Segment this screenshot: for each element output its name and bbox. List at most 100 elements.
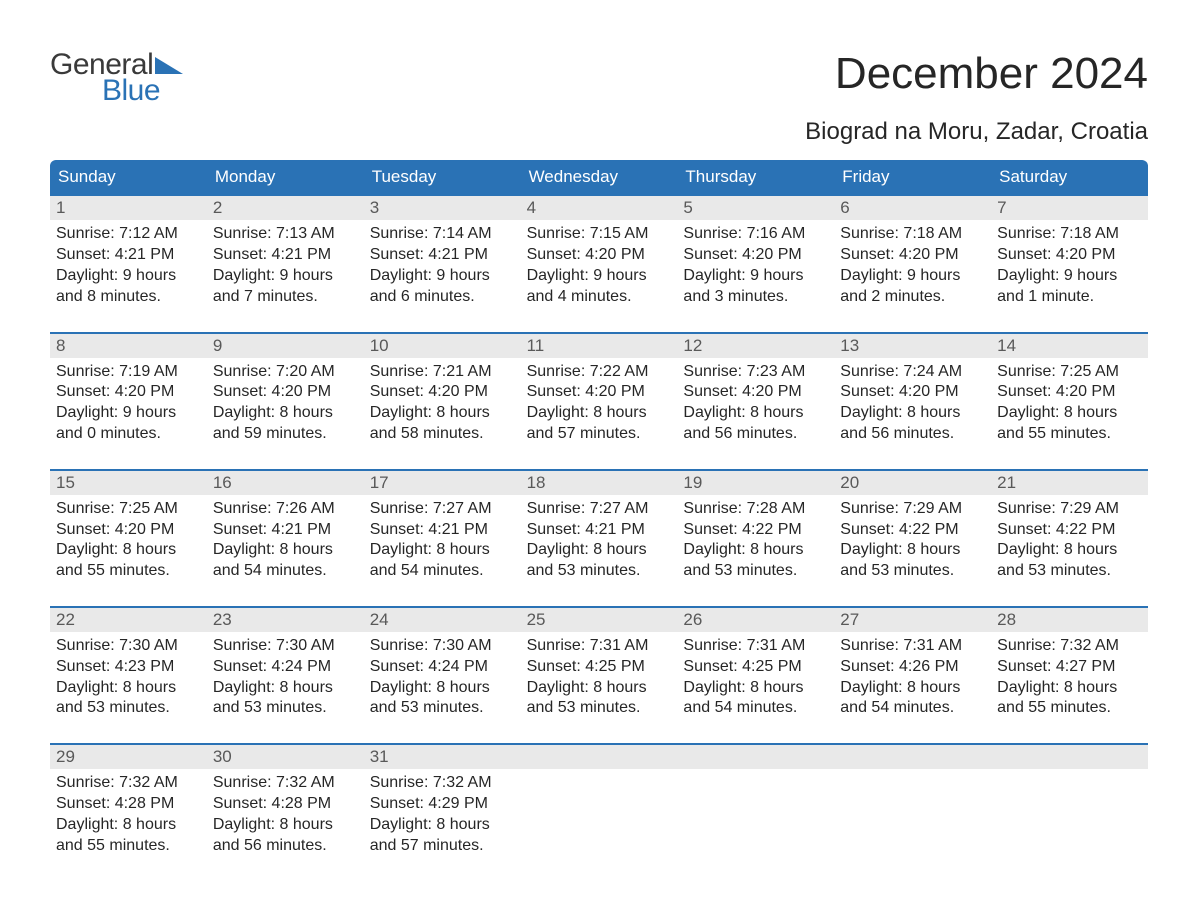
daylight-line2: and 57 minutes. [370, 836, 515, 857]
daylight-line2: and 3 minutes. [683, 287, 828, 308]
daylight-line2: and 53 minutes. [683, 561, 828, 582]
day-number: 27 [834, 608, 991, 632]
daylight-line1: Daylight: 8 hours [527, 540, 672, 561]
daylight-line1: Daylight: 8 hours [527, 678, 672, 699]
sunrise-line: Sunrise: 7:18 AM [997, 224, 1142, 245]
header: General Blue December 2024 Biograd na Mo… [50, 50, 1148, 146]
daylight-line1: Daylight: 9 hours [370, 266, 515, 287]
daylight-line1: Daylight: 8 hours [683, 403, 828, 424]
day-number: 11 [521, 334, 678, 358]
day-cell: Sunrise: 7:25 AMSunset: 4:20 PMDaylight:… [991, 358, 1148, 445]
sunrise-line: Sunrise: 7:24 AM [840, 362, 985, 383]
weekday-monday: Monday [207, 160, 364, 194]
daylight-line1: Daylight: 8 hours [997, 403, 1142, 424]
daylight-line2: and 53 minutes. [527, 561, 672, 582]
day-number: 18 [521, 471, 678, 495]
sunset-line: Sunset: 4:20 PM [527, 245, 672, 266]
day-cell: Sunrise: 7:13 AMSunset: 4:21 PMDaylight:… [207, 220, 364, 307]
week-row: 293031Sunrise: 7:32 AMSunset: 4:28 PMDay… [50, 743, 1148, 856]
day-cell: Sunrise: 7:24 AMSunset: 4:20 PMDaylight:… [834, 358, 991, 445]
sunrise-line: Sunrise: 7:28 AM [683, 499, 828, 520]
daylight-line1: Daylight: 9 hours [213, 266, 358, 287]
day-number: 15 [50, 471, 207, 495]
sunset-line: Sunset: 4:20 PM [683, 245, 828, 266]
sunset-line: Sunset: 4:23 PM [56, 657, 201, 678]
day-cell: Sunrise: 7:26 AMSunset: 4:21 PMDaylight:… [207, 495, 364, 582]
day-cell: Sunrise: 7:15 AMSunset: 4:20 PMDaylight:… [521, 220, 678, 307]
weekday-tuesday: Tuesday [364, 160, 521, 194]
sunset-line: Sunset: 4:25 PM [527, 657, 672, 678]
daylight-line2: and 4 minutes. [527, 287, 672, 308]
day-cell: Sunrise: 7:32 AMSunset: 4:28 PMDaylight:… [207, 769, 364, 856]
sunset-line: Sunset: 4:20 PM [213, 382, 358, 403]
daylight-line1: Daylight: 8 hours [370, 403, 515, 424]
sunset-line: Sunset: 4:22 PM [997, 520, 1142, 541]
day-cell: Sunrise: 7:19 AMSunset: 4:20 PMDaylight:… [50, 358, 207, 445]
daylight-line1: Daylight: 9 hours [997, 266, 1142, 287]
day-number: 26 [677, 608, 834, 632]
sunrise-line: Sunrise: 7:22 AM [527, 362, 672, 383]
day-number: 16 [207, 471, 364, 495]
day-cell: Sunrise: 7:32 AMSunset: 4:28 PMDaylight:… [50, 769, 207, 856]
sunset-line: Sunset: 4:22 PM [683, 520, 828, 541]
daylight-line1: Daylight: 8 hours [56, 678, 201, 699]
daylight-line2: and 6 minutes. [370, 287, 515, 308]
sunrise-line: Sunrise: 7:16 AM [683, 224, 828, 245]
day-cell: Sunrise: 7:18 AMSunset: 4:20 PMDaylight:… [991, 220, 1148, 307]
sunset-line: Sunset: 4:25 PM [683, 657, 828, 678]
daylight-line1: Daylight: 8 hours [840, 540, 985, 561]
sunrise-line: Sunrise: 7:25 AM [56, 499, 201, 520]
daylight-line1: Daylight: 8 hours [213, 678, 358, 699]
day-number: 6 [834, 196, 991, 220]
sunset-line: Sunset: 4:20 PM [527, 382, 672, 403]
weekday-wednesday: Wednesday [521, 160, 678, 194]
day-cell [834, 769, 991, 856]
logo-text-blue: Blue [102, 76, 183, 106]
daylight-line2: and 53 minutes. [840, 561, 985, 582]
day-number: 21 [991, 471, 1148, 495]
sunrise-line: Sunrise: 7:27 AM [527, 499, 672, 520]
daylight-line2: and 57 minutes. [527, 424, 672, 445]
daylight-line1: Daylight: 8 hours [527, 403, 672, 424]
sunrise-line: Sunrise: 7:31 AM [527, 636, 672, 657]
day-number: 3 [364, 196, 521, 220]
sunset-line: Sunset: 4:21 PM [527, 520, 672, 541]
sunrise-line: Sunrise: 7:32 AM [213, 773, 358, 794]
daylight-line2: and 54 minutes. [683, 698, 828, 719]
daylight-line2: and 8 minutes. [56, 287, 201, 308]
sunrise-line: Sunrise: 7:30 AM [370, 636, 515, 657]
daynum-row: 891011121314 [50, 334, 1148, 358]
daylight-line2: and 54 minutes. [213, 561, 358, 582]
sunset-line: Sunset: 4:28 PM [56, 794, 201, 815]
daylight-line2: and 53 minutes. [213, 698, 358, 719]
daylight-line2: and 59 minutes. [213, 424, 358, 445]
sunrise-line: Sunrise: 7:18 AM [840, 224, 985, 245]
daylight-line2: and 7 minutes. [213, 287, 358, 308]
day-number: 25 [521, 608, 678, 632]
title-block: December 2024 Biograd na Moru, Zadar, Cr… [805, 50, 1148, 146]
day-cell: Sunrise: 7:22 AMSunset: 4:20 PMDaylight:… [521, 358, 678, 445]
daylight-line1: Daylight: 9 hours [683, 266, 828, 287]
weekday-saturday: Saturday [991, 160, 1148, 194]
daylight-line2: and 55 minutes. [997, 698, 1142, 719]
weekday-header: Sunday Monday Tuesday Wednesday Thursday… [50, 160, 1148, 194]
daylight-line2: and 53 minutes. [56, 698, 201, 719]
day-number: 4 [521, 196, 678, 220]
sunset-line: Sunset: 4:24 PM [370, 657, 515, 678]
calendar: Sunday Monday Tuesday Wednesday Thursday… [50, 160, 1148, 856]
daylight-line2: and 54 minutes. [370, 561, 515, 582]
daynum-row: 15161718192021 [50, 471, 1148, 495]
daylight-line1: Daylight: 8 hours [683, 540, 828, 561]
daylight-line1: Daylight: 8 hours [370, 815, 515, 836]
day-cell: Sunrise: 7:14 AMSunset: 4:21 PMDaylight:… [364, 220, 521, 307]
day-number: 23 [207, 608, 364, 632]
day-cell: Sunrise: 7:23 AMSunset: 4:20 PMDaylight:… [677, 358, 834, 445]
day-number: 31 [364, 745, 521, 769]
sunrise-line: Sunrise: 7:31 AM [840, 636, 985, 657]
day-cell: Sunrise: 7:29 AMSunset: 4:22 PMDaylight:… [991, 495, 1148, 582]
week-row: 891011121314Sunrise: 7:19 AMSunset: 4:20… [50, 332, 1148, 445]
sunrise-line: Sunrise: 7:30 AM [213, 636, 358, 657]
sunset-line: Sunset: 4:27 PM [997, 657, 1142, 678]
day-number: 2 [207, 196, 364, 220]
sunrise-line: Sunrise: 7:32 AM [56, 773, 201, 794]
